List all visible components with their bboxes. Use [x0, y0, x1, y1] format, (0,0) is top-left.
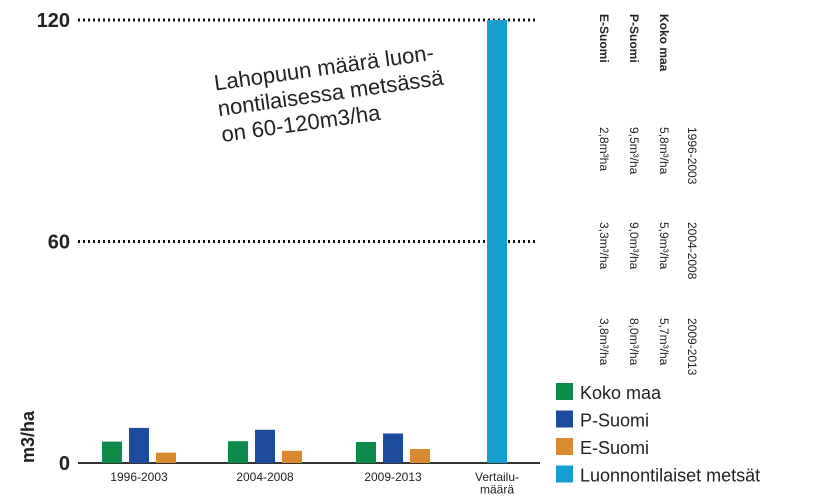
legend-swatch: [556, 438, 573, 455]
legend-label: Koko maa: [580, 383, 662, 403]
legend-label: Luonnontilaiset metsät: [580, 466, 760, 486]
bar: [487, 20, 507, 463]
x-tick-label: 1996-2003: [110, 470, 168, 484]
table-row-header: Koko maa: [657, 14, 671, 72]
table-cell: 9,5m³/ha: [627, 127, 641, 175]
table-column-header: 1996-2003: [685, 127, 699, 185]
table-column-header: 2004-2008: [685, 222, 699, 280]
table-cell: 5,8m³/ha: [657, 127, 671, 175]
legend-swatch: [556, 383, 573, 400]
bar: [383, 433, 403, 463]
bar: [255, 429, 275, 463]
table-cell: 8,0m³/ha: [627, 318, 641, 366]
table-cell: 3,3m³/ha: [597, 222, 611, 270]
table-cell: 3,8m³/ha: [597, 318, 611, 366]
y-tick-label: 0: [59, 453, 70, 475]
x-tick-label: Vertailu-määrä: [475, 470, 519, 497]
table-column-header: 2009-2013: [685, 318, 699, 376]
table-cell: 9,0m³/ha: [627, 222, 641, 270]
bar: [129, 427, 149, 463]
bar: [228, 441, 248, 463]
table-row-header: P-Suomi: [627, 14, 641, 63]
table-cell: 5,9m³/ha: [657, 222, 671, 270]
table-cell: 2,8m³ha: [597, 127, 611, 171]
bar: [282, 450, 302, 463]
table-cell: 5,7m³/ha: [657, 318, 671, 366]
x-tick-label: 2004-2008: [236, 470, 294, 484]
legend-label: E-Suomi: [580, 438, 649, 458]
table-row-header: E-Suomi: [597, 14, 611, 63]
bar: [410, 448, 430, 463]
bar: [156, 452, 176, 463]
legend-swatch: [556, 410, 573, 428]
legend-label: P-Suomi: [580, 411, 649, 431]
annotation: Lahopuun määrä luon- nontilaisessa metsä…: [212, 40, 445, 147]
legend-swatch: [556, 465, 573, 483]
y-tick-label: 120: [37, 10, 70, 32]
y-axis-label: m3/ha: [18, 410, 38, 463]
bar: [102, 441, 122, 463]
y-tick-label: 60: [48, 232, 70, 254]
x-tick-label: 2009-2013: [364, 470, 422, 484]
bar: [356, 441, 376, 463]
